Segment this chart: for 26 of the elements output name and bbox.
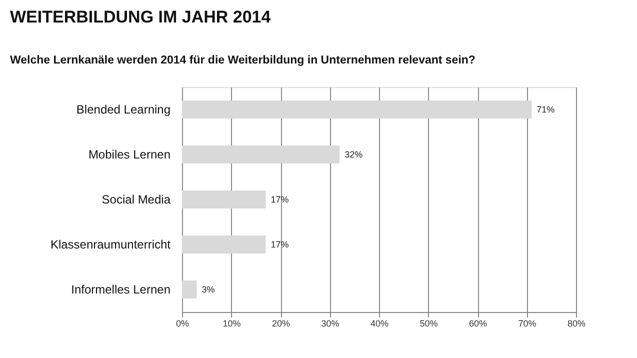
x-tick-label: 80% xyxy=(567,318,586,328)
y-tick-label: Social Media xyxy=(102,192,171,206)
data-label: 32% xyxy=(344,150,363,160)
x-tick-label: 40% xyxy=(370,318,389,328)
x-tick-label: 70% xyxy=(518,318,536,328)
data-label: 71% xyxy=(536,104,555,114)
data-label: 17% xyxy=(270,240,289,250)
y-tick-label: Informelles Lernen xyxy=(71,282,170,296)
x-tick-label: 10% xyxy=(222,318,241,328)
chart-subtitle: Welche Lernkanäle werden 2014 für die Weiterbildung in Unternehmen relevant sein? xyxy=(10,54,476,66)
x-tick-label: 20% xyxy=(272,318,290,328)
y-tick-label: Klassenraumunterricht xyxy=(50,238,172,252)
data-label: 3% xyxy=(202,284,215,294)
y-tick-label: Mobiles Lernen xyxy=(88,148,170,162)
bar xyxy=(182,280,197,298)
bar xyxy=(182,146,340,164)
x-tick-label: 30% xyxy=(321,318,340,328)
bar xyxy=(182,100,532,118)
y-tick-label: Blended Learning xyxy=(76,102,170,116)
x-tick-label: 50% xyxy=(420,318,438,328)
x-tick-label: 0% xyxy=(176,318,190,328)
data-label: 17% xyxy=(270,194,289,204)
bar xyxy=(182,190,266,208)
x-tick-label: 60% xyxy=(468,318,488,328)
bar xyxy=(182,236,266,254)
chart-title: WEITERBILDUNG IM JAHR 2014 xyxy=(10,8,272,26)
